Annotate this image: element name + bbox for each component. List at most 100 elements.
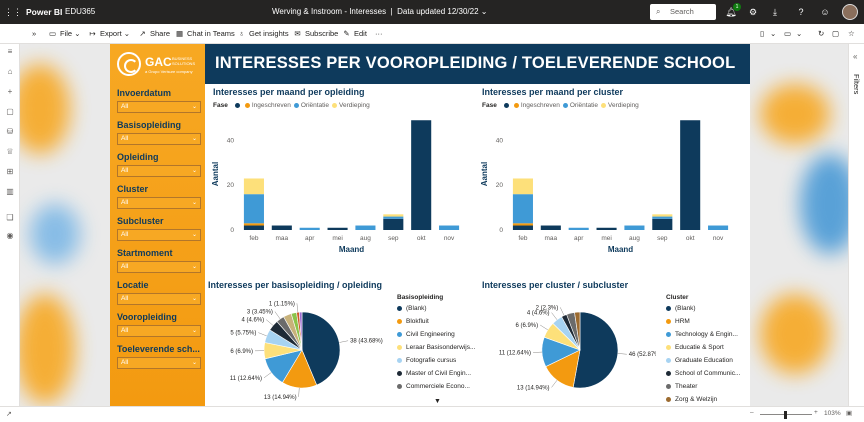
legend-item[interactable]: Theater bbox=[666, 383, 740, 396]
bar-segment[interactable] bbox=[652, 214, 673, 217]
bar-segment[interactable] bbox=[243, 178, 264, 195]
bar-segment[interactable] bbox=[680, 120, 701, 230]
bar-segment[interactable] bbox=[271, 225, 292, 230]
bar-chart-opleiding[interactable]: 0 20 40 Aantal feb maa apr mei aug sep okt nov Maand bbox=[208, 112, 473, 274]
bookmark-icon[interactable]: ▯ bbox=[760, 29, 765, 38]
bar-segment[interactable] bbox=[512, 225, 533, 230]
settings-gear-icon[interactable]: ⚙ bbox=[748, 7, 758, 17]
filters-pane-collapsed[interactable]: « Filters bbox=[848, 44, 864, 406]
search-input[interactable]: ⌕ Search bbox=[650, 4, 716, 20]
pie-slice[interactable] bbox=[298, 311, 303, 351]
slicer-dropdown[interactable]: All ⌄ bbox=[117, 133, 201, 145]
bar-segment[interactable] bbox=[652, 216, 673, 219]
menu-icon[interactable]: ≡ bbox=[7, 47, 13, 56]
bar-segment[interactable] bbox=[624, 225, 645, 230]
apps-icon[interactable]: ⊞ bbox=[6, 167, 14, 176]
file-menu[interactable]: ▭ File ⌄ bbox=[48, 29, 81, 38]
slicer-dropdown[interactable]: All ⌄ bbox=[117, 101, 201, 113]
download-icon[interactable]: ⤓ bbox=[773, 7, 777, 17]
bar-chart-cluster[interactable]: 0 20 40 Aantal feb maa apr mei aug sep okt nov Maand bbox=[477, 112, 742, 274]
home-icon[interactable]: ⌂ bbox=[7, 67, 13, 76]
slicer-dropdown[interactable]: All ⌄ bbox=[117, 261, 201, 273]
workspaces-icon[interactable]: ❑ bbox=[6, 213, 14, 222]
bar-segment[interactable] bbox=[512, 194, 533, 224]
zoom-in-button[interactable]: + bbox=[814, 409, 818, 416]
bar-segment[interactable] bbox=[568, 227, 589, 230]
create-icon[interactable]: + bbox=[7, 87, 13, 96]
slicer-dropdown[interactable]: All ⌄ bbox=[117, 197, 201, 209]
bar-segment[interactable] bbox=[299, 227, 320, 230]
chat-in-teams-button[interactable]: ▦ Chat in Teams bbox=[175, 29, 235, 38]
subscribe-button[interactable]: ✉ Subscribe bbox=[293, 29, 338, 38]
legend-item[interactable]: Commerciele Econo... bbox=[397, 383, 475, 396]
bar-segment[interactable] bbox=[411, 120, 432, 230]
learn-icon[interactable]: ▥ bbox=[6, 187, 14, 196]
feedback-icon[interactable]: ☺ bbox=[820, 7, 830, 17]
avatar[interactable] bbox=[842, 4, 858, 20]
bar-segment[interactable] bbox=[512, 223, 533, 226]
zoom-out-button[interactable]: – bbox=[750, 409, 754, 416]
goals-icon[interactable]: ♕ bbox=[6, 147, 14, 156]
legend-item[interactable]: HRM bbox=[666, 318, 740, 331]
app-name[interactable]: Power BI bbox=[26, 7, 63, 17]
legend-item[interactable]: Civil Engineering bbox=[397, 331, 475, 344]
zoom-slider-thumb[interactable] bbox=[784, 411, 787, 419]
chevron-down-icon[interactable]: ⌄ bbox=[770, 29, 777, 38]
data-hub-icon[interactable]: ⛁ bbox=[6, 127, 14, 136]
bar-segment[interactable] bbox=[540, 225, 561, 230]
slicer-dropdown[interactable]: All ⌄ bbox=[117, 357, 201, 369]
slicer-dropdown[interactable]: All ⌄ bbox=[117, 229, 201, 241]
bar-segment[interactable] bbox=[439, 225, 460, 230]
get-insights-button[interactable]: ♁ Get insights bbox=[237, 29, 289, 38]
export-menu[interactable]: ↦ Export ⌄ bbox=[88, 29, 130, 38]
bar-segment[interactable] bbox=[383, 214, 404, 217]
legend-item[interactable]: Oriëntatie bbox=[300, 102, 330, 109]
legend-item[interactable]: Master of Civil Engin... bbox=[397, 370, 475, 383]
pie-chart-cluster[interactable]: 46 (52.87%) 13 (14.94%) 11 (12.64%) 6 (6.9%… bbox=[476, 294, 656, 406]
fit-to-page-icon[interactable]: ▣ bbox=[846, 410, 853, 417]
legend-item[interactable]: Technology & Engin... bbox=[666, 331, 740, 344]
legend-item[interactable]: Zorg & Welzijn bbox=[666, 396, 740, 408]
chevron-left-icon[interactable]: « bbox=[853, 52, 858, 61]
legend-scroll-down-icon[interactable]: ▼ bbox=[434, 398, 441, 405]
more-options-button[interactable]: ··· bbox=[375, 29, 383, 38]
bar-segment[interactable] bbox=[652, 218, 673, 230]
legend-item[interactable]: Verdieping bbox=[608, 102, 639, 109]
pie-slice[interactable] bbox=[574, 311, 581, 351]
legend-item[interactable]: Graduate Education bbox=[666, 357, 740, 370]
bell-icon[interactable]: 🔔︎ bbox=[725, 7, 737, 17]
pie-slice[interactable] bbox=[572, 311, 619, 389]
edit-button[interactable]: ✎ Edit bbox=[342, 29, 367, 38]
bar-segment[interactable] bbox=[383, 218, 404, 230]
workspace-name[interactable]: EDU365 bbox=[65, 7, 96, 16]
bar-segment[interactable] bbox=[243, 223, 264, 226]
bar-segment[interactable] bbox=[355, 225, 376, 230]
legend-item[interactable]: School of Communic... bbox=[666, 370, 740, 383]
legend-item[interactable]: Blokfluit bbox=[397, 318, 475, 331]
comment-icon[interactable]: ▢ bbox=[832, 29, 840, 38]
legend-item[interactable]: (Blank) bbox=[397, 305, 475, 318]
legend-item[interactable]: Leraar Basisonderwijs... bbox=[397, 344, 475, 357]
bar-segment[interactable] bbox=[243, 225, 264, 230]
legend-item[interactable]: Fotografie cursus bbox=[397, 357, 475, 370]
view-icon[interactable]: ▭ bbox=[784, 29, 792, 38]
legend-item[interactable]: Ingeschreven bbox=[251, 102, 291, 109]
favorite-icon[interactable]: ☆ bbox=[848, 29, 855, 38]
browse-icon[interactable]: ▢ bbox=[6, 107, 14, 116]
refresh-icon[interactable]: ↻ bbox=[818, 29, 825, 38]
app-launcher-icon[interactable]: ⋮⋮ bbox=[4, 7, 22, 17]
share-button[interactable]: ↗ Share bbox=[138, 29, 170, 38]
collapse-nav-icon[interactable]: » bbox=[32, 29, 37, 38]
bar-segment[interactable] bbox=[596, 227, 617, 230]
legend-item[interactable]: Oriëntatie bbox=[569, 102, 599, 109]
legend-item[interactable]: (Blank) bbox=[666, 305, 740, 318]
bar-segment[interactable] bbox=[243, 194, 264, 224]
pie-chart-basisopleiding[interactable]: 38 (43.68%) 13 (14.94%) 11 (12.64%) 6 (6.9%… bbox=[206, 294, 386, 406]
pie-slice[interactable] bbox=[301, 311, 341, 386]
legend-item[interactable]: Ingeschreven bbox=[520, 102, 560, 109]
chevron-down-icon[interactable]: ⌄ bbox=[796, 29, 803, 38]
bar-segment[interactable] bbox=[327, 227, 348, 230]
bar-segment[interactable] bbox=[383, 216, 404, 219]
slicer-dropdown[interactable]: All ⌄ bbox=[117, 165, 201, 177]
bar-segment[interactable] bbox=[512, 178, 533, 195]
